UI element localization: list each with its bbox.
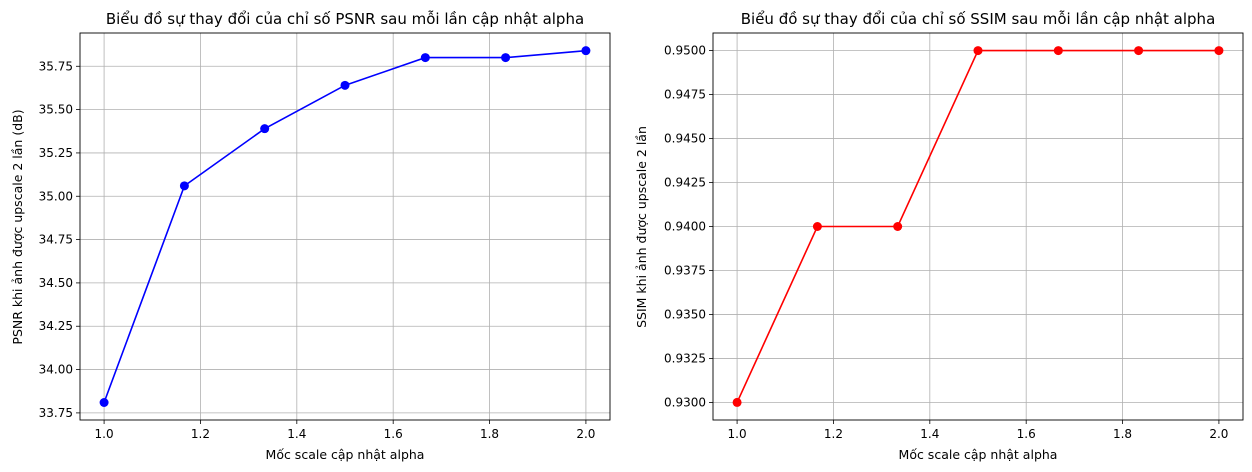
data-point [893, 222, 903, 231]
data-point [1214, 46, 1224, 56]
plot-frame [712, 32, 1244, 421]
x-tick-label: 1.8 [480, 427, 499, 441]
data-point [1053, 46, 1063, 56]
x-tick-label: 1.0 [728, 427, 747, 441]
x-tick-label: 1.4 [920, 427, 939, 441]
data-point [179, 181, 189, 191]
x-tick-label: 2.0 [1209, 427, 1228, 441]
data-point [1134, 46, 1144, 56]
y-tick-label: 35.50 [39, 103, 73, 117]
y-tick-label: 0.9325 [664, 351, 706, 365]
x-tick-label: 1.0 [95, 427, 114, 441]
y-tick-label: 0.9350 [664, 307, 706, 321]
data-point [501, 53, 511, 63]
y-tick-label: 33.75 [39, 406, 73, 420]
ticks: 1.0 1.2 1.4 1.6 1.8 2.0 0.9300 0.9325 0.9350 0.93… [664, 44, 1228, 441]
y-axis-label: SSIM khi ảnh được upscale 2 lần [634, 126, 649, 328]
x-tick-label: 2.0 [576, 427, 595, 441]
data-point [812, 222, 822, 231]
series [99, 46, 591, 407]
y-tick-label: 0.9375 [664, 263, 706, 277]
data-point [581, 46, 591, 56]
y-tick-label: 0.9500 [664, 44, 706, 58]
y-tick-label: 34.75 [39, 233, 73, 247]
x-axis-label: Mốc scale cập nhật alpha [899, 447, 1058, 462]
data-point [732, 397, 742, 407]
ssim-chart: Biểu đồ sự thay đổi của chỉ số SSIM sau … [634, 10, 1244, 462]
chart-title: Biểu đồ sự thay đổi của chỉ số PSNR sau … [106, 10, 584, 28]
x-tick-label: 1.8 [1113, 427, 1132, 441]
grid [80, 33, 610, 420]
series-line [103, 49, 586, 403]
y-tick-label: 0.9400 [664, 220, 706, 234]
chart-title: Biểu đồ sự thay đổi của chỉ số SSIM sau … [741, 10, 1216, 28]
y-tick-label: 35.25 [39, 146, 73, 160]
y-tick-label: 0.9450 [664, 132, 706, 146]
y-tick-label: 34.50 [39, 276, 73, 290]
x-tick-label: 1.6 [1017, 427, 1036, 441]
data-point [973, 46, 983, 56]
y-axis-label: PSNR khi ảnh được upscale 2 lần (dB) [10, 109, 25, 344]
data-point [99, 397, 109, 407]
x-axis-label: Mốc scale cập nhật alpha [266, 447, 425, 462]
y-tick-label: 34.00 [39, 363, 73, 377]
y-tick-label: 34.25 [39, 319, 73, 333]
ticks: 1.0 1.2 1.4 1.6 1.8 2.0 33.75 34.00 34.25 34.50 34… [39, 59, 596, 441]
y-tick-label: 0.9475 [664, 88, 706, 102]
x-tick-label: 1.4 [287, 427, 306, 441]
y-tick-label: 0.9300 [664, 395, 706, 409]
grid [713, 33, 1243, 420]
x-tick-label: 1.2 [824, 427, 843, 441]
y-tick-label: 35.00 [39, 189, 73, 203]
psnr-chart: Biểu đồ sự thay đổi của chỉ số PSNR sau … [10, 10, 611, 462]
x-tick-label: 1.6 [384, 427, 403, 441]
y-tick-label: 35.75 [39, 59, 73, 73]
series [732, 46, 1224, 407]
data-point [340, 80, 350, 90]
plot-frame [79, 32, 611, 421]
data-point [420, 53, 430, 63]
y-tick-label: 0.9425 [664, 176, 706, 190]
x-tick-label: 1.2 [191, 427, 210, 441]
data-point [260, 124, 270, 134]
